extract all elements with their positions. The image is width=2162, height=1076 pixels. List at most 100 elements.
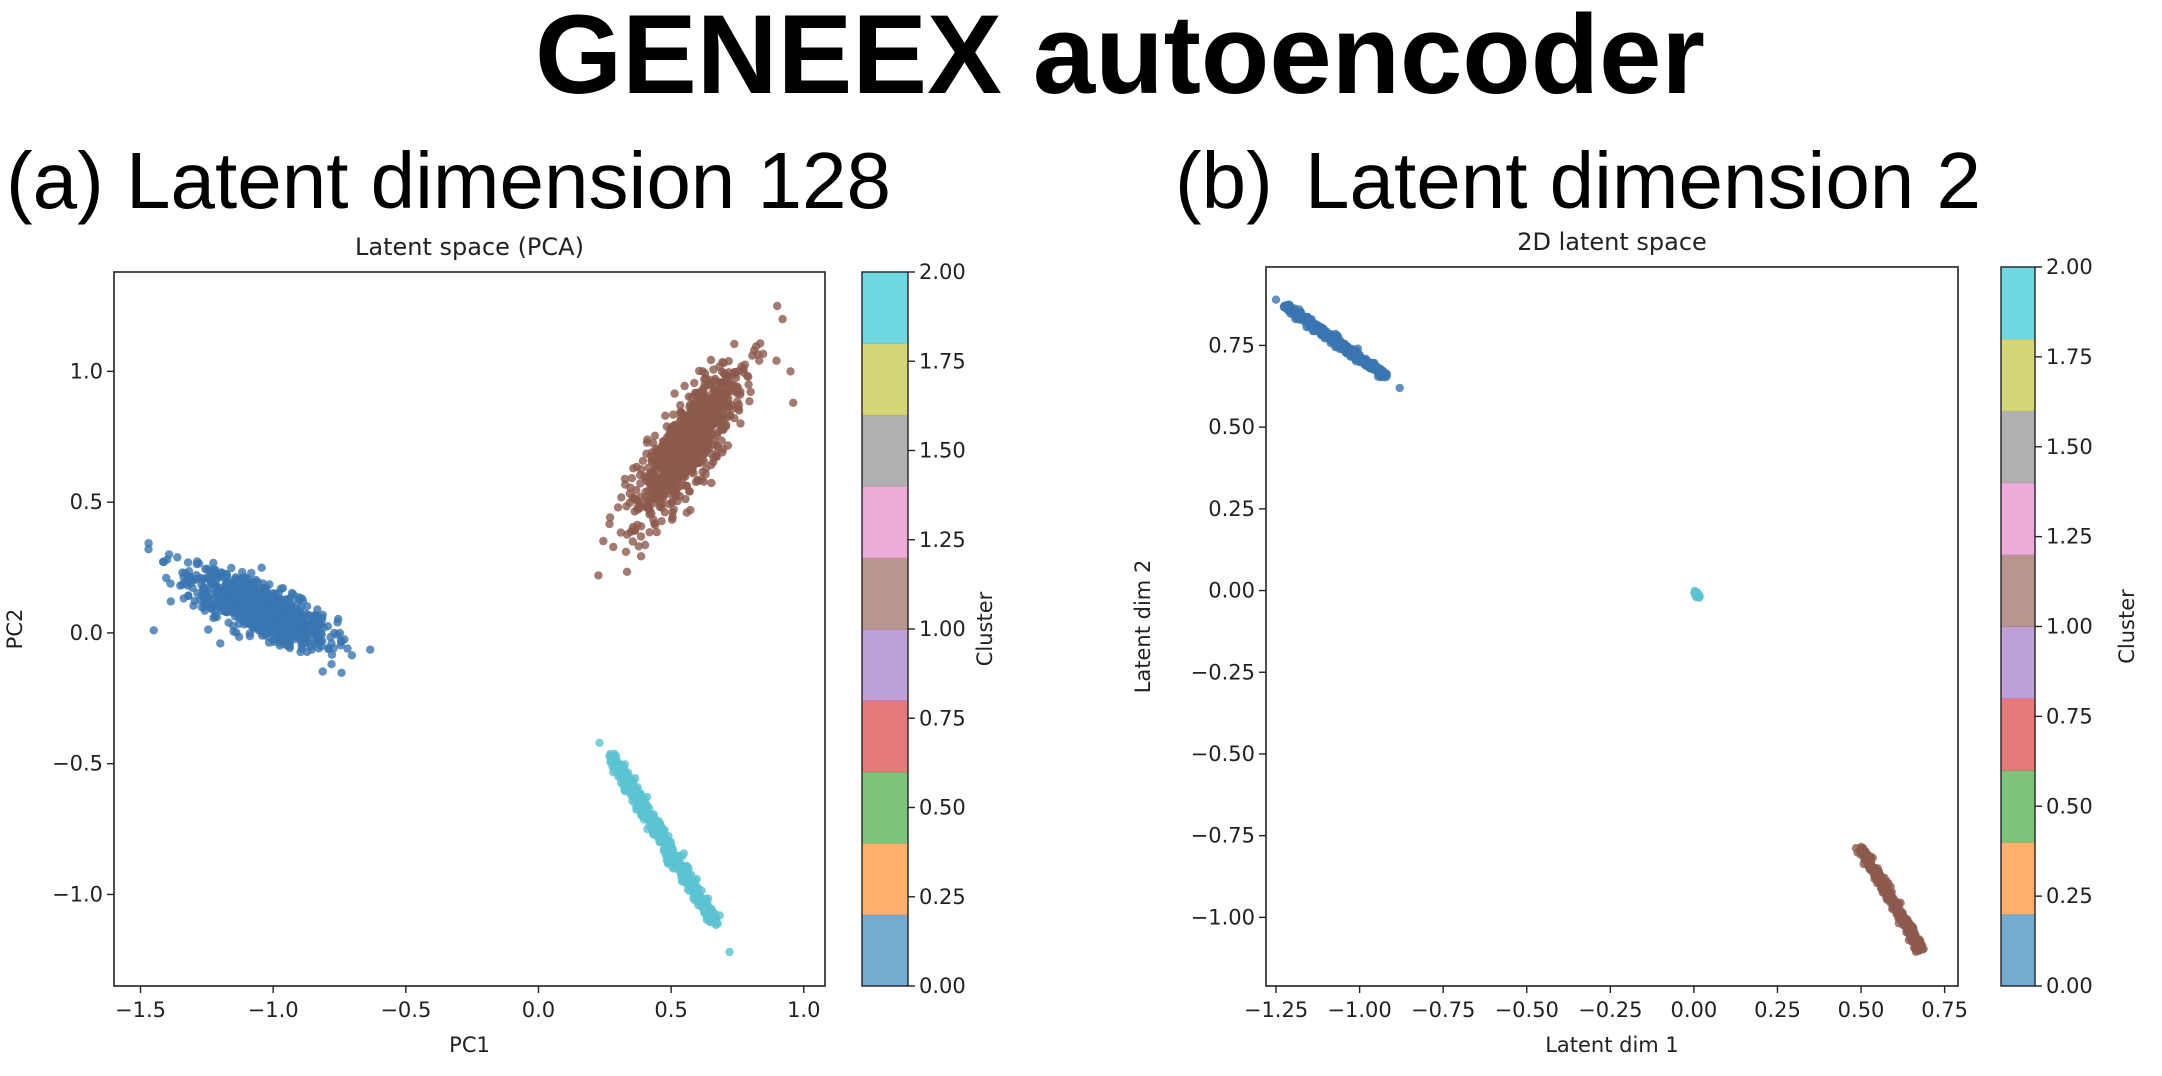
colorbar-tick-label: 1.00 [919, 617, 966, 641]
data-point [617, 493, 626, 502]
data-point [278, 584, 288, 593]
data-point [639, 815, 649, 824]
data-point [644, 497, 653, 506]
colorbar-segment [2001, 770, 2035, 843]
data-point [1319, 326, 1329, 336]
data-point [326, 632, 335, 642]
data-point [257, 583, 267, 592]
data-point [1271, 295, 1281, 304]
data-point [720, 369, 729, 379]
data-point [707, 478, 716, 488]
panel-a-label: (a) [6, 136, 104, 225]
data-point [216, 639, 225, 648]
data-point [347, 651, 357, 660]
data-point [659, 479, 668, 488]
data-point [677, 408, 686, 417]
data-point [327, 660, 336, 669]
data-point [275, 634, 284, 644]
colorbar-segment [2001, 482, 2035, 556]
cluster-2-points [595, 738, 734, 957]
data-point [1877, 884, 1886, 893]
colorbar-segment [2001, 554, 2035, 627]
data-point [166, 597, 175, 606]
colorbar-tick-label: 1.50 [919, 439, 966, 463]
data-point [707, 408, 716, 417]
data-point [736, 419, 745, 428]
data-point [669, 847, 678, 856]
data-point [680, 381, 689, 391]
data-point [305, 619, 314, 628]
data-point [686, 505, 695, 515]
colorbar: 0.00 0.25 0.50 0.75 1.00 1.25 1.50 1.75 2.00 Clus… [2000, 255, 2139, 998]
scatter-points [144, 301, 798, 957]
data-point [197, 603, 206, 612]
data-point [275, 610, 285, 619]
data-point [657, 503, 666, 512]
colorbar-tick-label: 1.75 [2046, 345, 2093, 369]
data-point [213, 592, 222, 601]
data-point [632, 485, 641, 495]
data-point [700, 390, 709, 399]
data-point [645, 528, 654, 537]
data-point [650, 431, 660, 440]
data-point [1898, 912, 1907, 922]
colorbar-segment [2001, 626, 2035, 699]
data-point [286, 634, 295, 643]
data-point [224, 579, 234, 589]
data-point [180, 569, 190, 578]
y-tick-label: −1.0 [52, 882, 103, 906]
data-point [636, 532, 646, 541]
data-point [204, 625, 213, 634]
data-point [228, 590, 238, 600]
colorbar-segment [862, 272, 908, 344]
data-point [786, 367, 795, 376]
y-tick-label: 0.75 [1208, 333, 1255, 357]
cluster-0-points [1271, 295, 1404, 393]
y-tick-label: −0.75 [1191, 824, 1255, 848]
data-point [622, 567, 632, 576]
y-tick-label: 0.0 [70, 621, 103, 645]
panel-b-chart: 2D latent space −1.25 −1.00 −0.75 −0.50 −0.25… [1131, 228, 2139, 1057]
data-point [652, 527, 661, 537]
data-point [636, 552, 646, 561]
data-point [688, 435, 698, 444]
data-point [242, 574, 251, 583]
data-point [318, 610, 327, 620]
data-point [689, 890, 698, 899]
data-point [668, 512, 677, 522]
data-point [616, 528, 625, 537]
data-point [144, 539, 153, 548]
colorbar-tick-label: 1.25 [919, 528, 966, 552]
y-tick-label: −1.00 [1191, 905, 1255, 929]
data-point [238, 599, 247, 609]
colorbar-tick-label: 1.75 [919, 349, 966, 373]
data-point [289, 608, 298, 617]
data-point [727, 380, 737, 390]
data-point [697, 475, 706, 484]
data-point [234, 575, 244, 584]
data-point [622, 530, 632, 539]
data-point [245, 632, 255, 641]
data-point [366, 645, 375, 654]
data-point [672, 434, 681, 444]
data-point [282, 641, 292, 650]
y-tick-label: 0.5 [70, 490, 103, 514]
data-point [690, 378, 699, 388]
data-point [1300, 317, 1309, 326]
data-point [343, 644, 352, 653]
data-point [611, 752, 621, 761]
data-point [605, 513, 615, 522]
data-point [718, 448, 727, 457]
data-point [723, 401, 732, 410]
data-point [248, 609, 258, 618]
data-point [184, 591, 193, 600]
data-point [193, 588, 202, 598]
x-tick-label: −1.5 [115, 998, 166, 1022]
data-point [257, 563, 266, 572]
data-point [699, 457, 709, 466]
data-point [162, 555, 172, 564]
data-point [209, 558, 218, 568]
panel-a-heading: Latent dimension 128 [126, 136, 891, 225]
colorbar-tick-label: 0.50 [919, 796, 966, 820]
data-point [638, 456, 648, 465]
